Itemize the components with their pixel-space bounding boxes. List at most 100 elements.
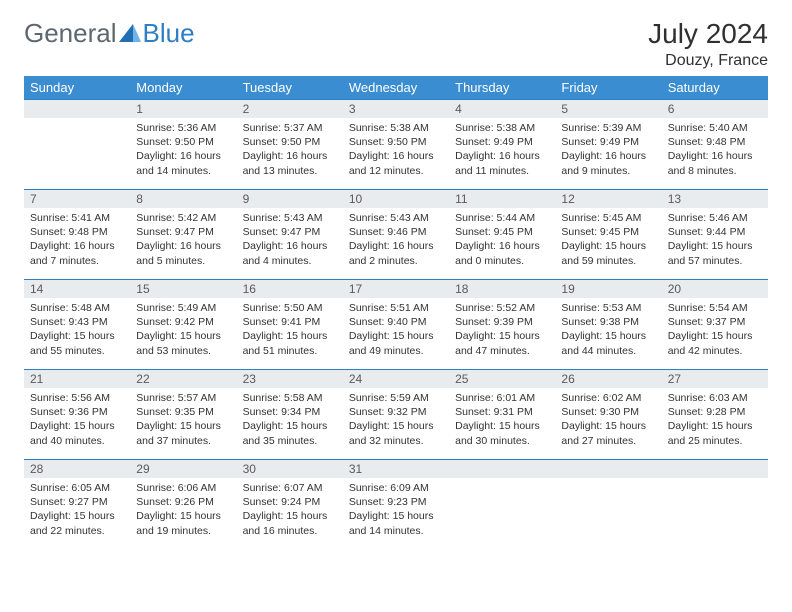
sunrise-text: Sunrise: 5:38 AM (455, 121, 549, 135)
sunset-text: Sunset: 9:50 PM (136, 135, 230, 149)
sunset-text: Sunset: 9:47 PM (136, 225, 230, 239)
day-number: 9 (237, 190, 343, 208)
day-number (555, 460, 661, 478)
sunset-text: Sunset: 9:24 PM (243, 495, 337, 509)
daylight-text: Daylight: 16 hours and 2 minutes. (349, 239, 443, 267)
daylight-text: Daylight: 15 hours and 14 minutes. (349, 509, 443, 537)
sunrise-text: Sunrise: 6:02 AM (561, 391, 655, 405)
calendar-table: Sunday Monday Tuesday Wednesday Thursday… (24, 76, 768, 550)
day-content: Sunrise: 6:07 AMSunset: 9:24 PMDaylight:… (237, 478, 343, 542)
calendar-cell: 29Sunrise: 6:06 AMSunset: 9:26 PMDayligh… (130, 460, 236, 550)
calendar-cell: 19Sunrise: 5:53 AMSunset: 9:38 PMDayligh… (555, 280, 661, 370)
day-content: Sunrise: 5:42 AMSunset: 9:47 PMDaylight:… (130, 208, 236, 272)
daylight-text: Daylight: 15 hours and 32 minutes. (349, 419, 443, 447)
day-number: 22 (130, 370, 236, 388)
calendar-week-row: 1Sunrise: 5:36 AMSunset: 9:50 PMDaylight… (24, 100, 768, 190)
day-content: Sunrise: 5:38 AMSunset: 9:50 PMDaylight:… (343, 118, 449, 182)
calendar-cell: 1Sunrise: 5:36 AMSunset: 9:50 PMDaylight… (130, 100, 236, 190)
daylight-text: Daylight: 15 hours and 59 minutes. (561, 239, 655, 267)
calendar-week-row: 7Sunrise: 5:41 AMSunset: 9:48 PMDaylight… (24, 190, 768, 280)
calendar-week-row: 21Sunrise: 5:56 AMSunset: 9:36 PMDayligh… (24, 370, 768, 460)
weekday-header: Monday (130, 76, 236, 100)
day-content: Sunrise: 5:54 AMSunset: 9:37 PMDaylight:… (662, 298, 768, 362)
day-content: Sunrise: 5:56 AMSunset: 9:36 PMDaylight:… (24, 388, 130, 452)
sunset-text: Sunset: 9:42 PM (136, 315, 230, 329)
logo: General Blue (24, 18, 195, 49)
calendar-cell: 2Sunrise: 5:37 AMSunset: 9:50 PMDaylight… (237, 100, 343, 190)
sunset-text: Sunset: 9:39 PM (455, 315, 549, 329)
calendar-cell: 23Sunrise: 5:58 AMSunset: 9:34 PMDayligh… (237, 370, 343, 460)
sunset-text: Sunset: 9:44 PM (668, 225, 762, 239)
sunrise-text: Sunrise: 5:38 AM (349, 121, 443, 135)
weekday-header: Thursday (449, 76, 555, 100)
day-content: Sunrise: 5:48 AMSunset: 9:43 PMDaylight:… (24, 298, 130, 362)
sunset-text: Sunset: 9:34 PM (243, 405, 337, 419)
day-content: Sunrise: 5:36 AMSunset: 9:50 PMDaylight:… (130, 118, 236, 182)
sunset-text: Sunset: 9:50 PM (349, 135, 443, 149)
sunrise-text: Sunrise: 6:09 AM (349, 481, 443, 495)
day-number: 29 (130, 460, 236, 478)
day-number: 4 (449, 100, 555, 118)
calendar-cell: 6Sunrise: 5:40 AMSunset: 9:48 PMDaylight… (662, 100, 768, 190)
calendar-cell: 5Sunrise: 5:39 AMSunset: 9:49 PMDaylight… (555, 100, 661, 190)
weekday-header: Sunday (24, 76, 130, 100)
sunrise-text: Sunrise: 5:39 AM (561, 121, 655, 135)
sunset-text: Sunset: 9:35 PM (136, 405, 230, 419)
calendar-cell (449, 460, 555, 550)
weekday-header: Wednesday (343, 76, 449, 100)
day-number (662, 460, 768, 478)
sunrise-text: Sunrise: 5:52 AM (455, 301, 549, 315)
calendar-cell: 8Sunrise: 5:42 AMSunset: 9:47 PMDaylight… (130, 190, 236, 280)
day-content: Sunrise: 5:39 AMSunset: 9:49 PMDaylight:… (555, 118, 661, 182)
sunrise-text: Sunrise: 5:37 AM (243, 121, 337, 135)
day-content: Sunrise: 5:58 AMSunset: 9:34 PMDaylight:… (237, 388, 343, 452)
day-content: Sunrise: 6:09 AMSunset: 9:23 PMDaylight:… (343, 478, 449, 542)
day-number: 6 (662, 100, 768, 118)
sunset-text: Sunset: 9:49 PM (455, 135, 549, 149)
calendar-cell: 25Sunrise: 6:01 AMSunset: 9:31 PMDayligh… (449, 370, 555, 460)
sunset-text: Sunset: 9:50 PM (243, 135, 337, 149)
sunrise-text: Sunrise: 5:43 AM (243, 211, 337, 225)
calendar-cell: 9Sunrise: 5:43 AMSunset: 9:47 PMDaylight… (237, 190, 343, 280)
day-content: Sunrise: 5:46 AMSunset: 9:44 PMDaylight:… (662, 208, 768, 272)
calendar-cell: 31Sunrise: 6:09 AMSunset: 9:23 PMDayligh… (343, 460, 449, 550)
day-number: 3 (343, 100, 449, 118)
day-content: Sunrise: 6:05 AMSunset: 9:27 PMDaylight:… (24, 478, 130, 542)
day-content: Sunrise: 6:01 AMSunset: 9:31 PMDaylight:… (449, 388, 555, 452)
sunset-text: Sunset: 9:30 PM (561, 405, 655, 419)
sunrise-text: Sunrise: 6:06 AM (136, 481, 230, 495)
sunset-text: Sunset: 9:36 PM (30, 405, 124, 419)
day-number: 13 (662, 190, 768, 208)
day-number: 15 (130, 280, 236, 298)
calendar-cell: 7Sunrise: 5:41 AMSunset: 9:48 PMDaylight… (24, 190, 130, 280)
day-number: 23 (237, 370, 343, 388)
daylight-text: Daylight: 15 hours and 47 minutes. (455, 329, 549, 357)
day-number: 11 (449, 190, 555, 208)
calendar-cell: 20Sunrise: 5:54 AMSunset: 9:37 PMDayligh… (662, 280, 768, 370)
sunrise-text: Sunrise: 6:07 AM (243, 481, 337, 495)
sunrise-text: Sunrise: 5:49 AM (136, 301, 230, 315)
sunset-text: Sunset: 9:49 PM (561, 135, 655, 149)
sunset-text: Sunset: 9:48 PM (668, 135, 762, 149)
sunrise-text: Sunrise: 5:53 AM (561, 301, 655, 315)
day-number: 30 (237, 460, 343, 478)
daylight-text: Daylight: 16 hours and 13 minutes. (243, 149, 337, 177)
sunset-text: Sunset: 9:23 PM (349, 495, 443, 509)
sunrise-text: Sunrise: 5:56 AM (30, 391, 124, 405)
day-number: 31 (343, 460, 449, 478)
sunrise-text: Sunrise: 5:50 AM (243, 301, 337, 315)
calendar-cell: 15Sunrise: 5:49 AMSunset: 9:42 PMDayligh… (130, 280, 236, 370)
calendar-cell: 30Sunrise: 6:07 AMSunset: 9:24 PMDayligh… (237, 460, 343, 550)
daylight-text: Daylight: 16 hours and 0 minutes. (455, 239, 549, 267)
sunrise-text: Sunrise: 5:46 AM (668, 211, 762, 225)
calendar-cell: 16Sunrise: 5:50 AMSunset: 9:41 PMDayligh… (237, 280, 343, 370)
daylight-text: Daylight: 15 hours and 16 minutes. (243, 509, 337, 537)
day-number: 16 (237, 280, 343, 298)
day-content: Sunrise: 5:37 AMSunset: 9:50 PMDaylight:… (237, 118, 343, 182)
daylight-text: Daylight: 15 hours and 49 minutes. (349, 329, 443, 357)
calendar-cell: 26Sunrise: 6:02 AMSunset: 9:30 PMDayligh… (555, 370, 661, 460)
sunset-text: Sunset: 9:45 PM (455, 225, 549, 239)
weekday-header-row: Sunday Monday Tuesday Wednesday Thursday… (24, 76, 768, 100)
calendar-cell: 12Sunrise: 5:45 AMSunset: 9:45 PMDayligh… (555, 190, 661, 280)
sunrise-text: Sunrise: 5:41 AM (30, 211, 124, 225)
